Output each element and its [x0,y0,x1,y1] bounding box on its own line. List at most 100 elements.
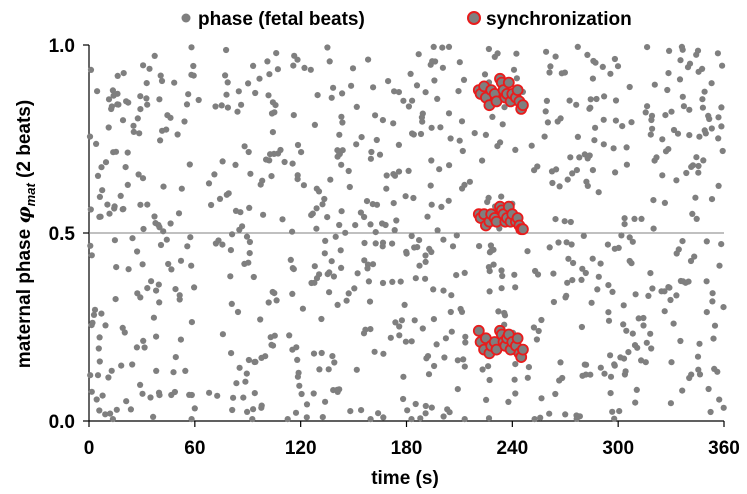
phase-point [589,167,597,174]
phase-point [87,206,94,213]
phase-point [172,286,179,293]
phase-point [327,176,334,183]
phase-point [640,314,647,322]
phase-point [605,282,612,289]
phase-point [177,257,185,264]
phase-point [300,182,307,189]
phase-point [460,356,467,363]
phase-point [185,91,192,98]
phase-point [578,323,586,331]
phase-point [573,415,580,422]
phase-point [405,103,412,110]
phase-point [339,90,346,97]
phase-point [172,354,179,361]
phase-point [626,83,633,91]
phase-point [512,361,519,368]
phase-point [257,316,264,323]
phase-point [219,241,226,248]
phase-point [541,133,548,140]
phase-point [574,133,582,140]
phase-point [99,187,106,194]
phase-point [407,70,414,77]
phase-point [597,364,604,371]
phase-point [347,408,354,415]
phase-point [409,130,416,137]
phase-point [431,362,438,370]
x-tick-label: 60 [184,438,205,459]
phase-point [696,340,703,347]
phase-point [339,119,346,126]
phase-point [686,60,694,67]
phase-point [422,275,429,282]
phase-point [673,177,680,184]
phase-point [311,263,318,270]
phase-point [586,105,593,112]
phase-point [308,212,315,219]
phase-point [700,157,707,164]
phase-point [313,205,320,212]
phase-point [459,185,466,192]
phase-point [400,373,407,380]
phase-point [269,288,276,296]
phase-point [349,65,357,72]
phase-point [549,179,556,187]
phase-point [98,164,105,171]
phase-point [104,201,111,208]
phase-point [592,59,599,66]
phase-point [188,416,195,423]
phase-point [334,153,341,160]
phase-point [718,104,725,111]
phase-point [428,201,435,208]
phase-point [256,75,263,82]
phase-point [440,287,447,294]
phase-point [372,240,379,247]
phase-point [188,262,195,269]
phase-point [195,96,202,104]
y-axis-title-symbol: φ [13,206,35,223]
phase-point [395,89,402,96]
phase-point [117,192,124,199]
phase-point [687,257,695,265]
phase-point [224,104,231,111]
phase-point [436,166,443,173]
phase-point [695,169,702,176]
phase-point [240,394,247,401]
phase-point [659,172,666,179]
phase-point [555,239,562,246]
phase-point [445,197,452,204]
phase-point [693,154,700,161]
phase-point [96,193,103,200]
phase-point [181,118,188,125]
phase-point [119,206,126,213]
phase-point [400,97,407,104]
phase-point [133,344,140,351]
legend-phase-marker [181,13,191,23]
x-tick-label: 240 [496,438,528,459]
sync-point [517,343,529,356]
phase-point [419,118,426,125]
phase-point [163,236,170,243]
y-tick-label: 0.5 [49,224,76,245]
phase-point [366,298,374,305]
phase-point [265,299,272,306]
phase-point [611,55,619,63]
phase-point [321,195,328,203]
phase-point [417,415,424,422]
phase-point [404,407,411,414]
phase-point [222,72,229,79]
phase-point [298,390,305,398]
phase-point [479,157,486,164]
phase-point [561,218,568,225]
phase-point [371,348,378,355]
phase-point [651,81,658,88]
sync-point [511,84,524,96]
phase-point [334,301,341,308]
phase-point [244,408,251,415]
phase-point [659,136,666,143]
phase-point [528,142,535,149]
phase-point [373,136,380,144]
phase-point [190,62,197,70]
sync-point [511,332,524,345]
phase-point [119,117,127,124]
phase-point [456,59,463,66]
